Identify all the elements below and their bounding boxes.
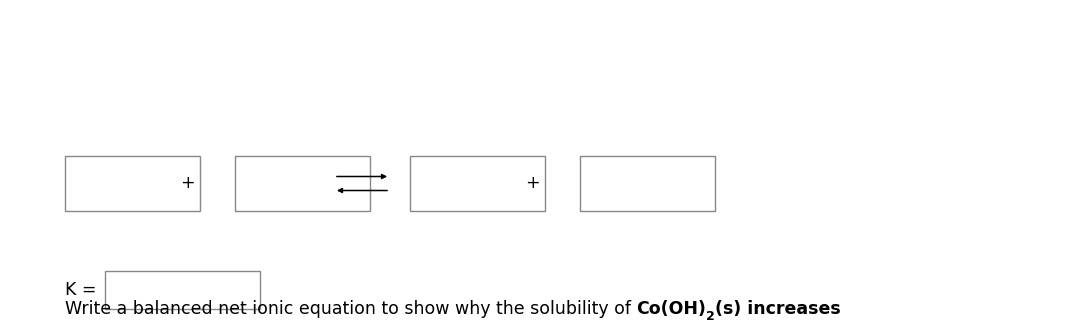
Text: +: + — [525, 175, 539, 193]
Bar — [235, 156, 370, 211]
Text: 2: 2 — [706, 310, 715, 321]
Text: +: + — [179, 175, 194, 193]
Text: K =: K = — [65, 281, 96, 299]
Text: (s) increases: (s) increases — [715, 300, 841, 318]
Bar — [105, 271, 260, 309]
Bar — [410, 156, 545, 211]
Text: Co(OH): Co(OH) — [636, 300, 706, 318]
Text: Write a balanced net ionic equation to show why the solubility of: Write a balanced net ionic equation to s… — [65, 300, 636, 318]
Bar — [580, 156, 715, 211]
Bar — [65, 156, 200, 211]
